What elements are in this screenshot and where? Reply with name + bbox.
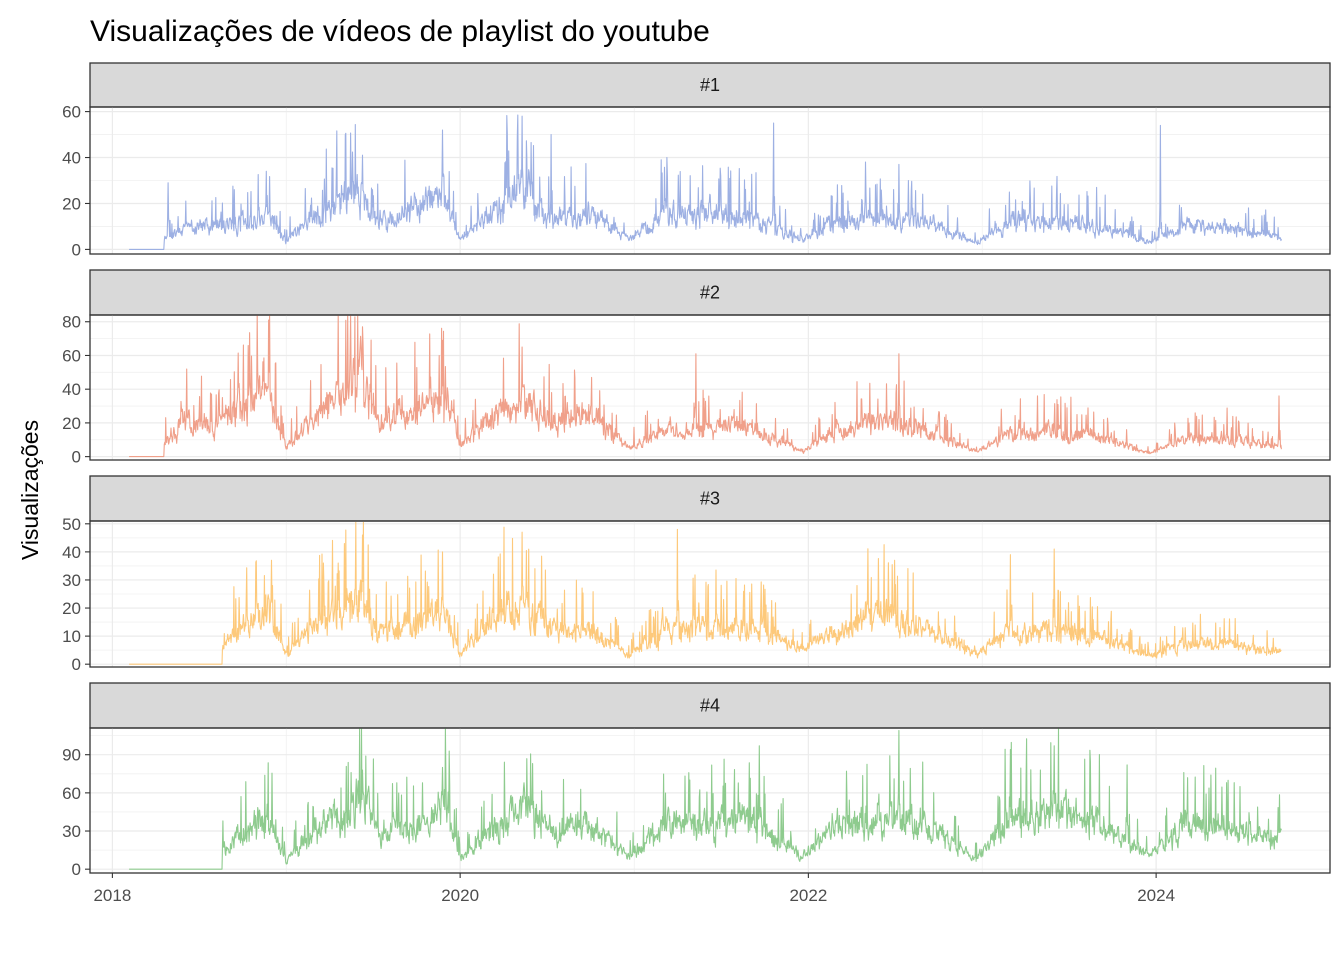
facet-strip-label: #1 [700,75,720,95]
y-tick-label: 60 [62,784,81,803]
x-axis: 2018 2020 2022 2024 [93,873,1175,905]
panels: #1 0 20 40 60 #2 0 20 40 60 80 #3 0 10 20 30 40 50 #4 0 30 60… [62,62,1331,879]
y-tick-label: 60 [62,346,81,365]
series-line [129,728,1282,870]
panel-border [89,520,1331,668]
gridlines [90,521,1331,667]
y-tick-label: 20 [62,599,81,618]
chart-title: Visualizações de vídeos de playlist do y… [90,15,710,48]
y-tick-label: 20 [62,414,81,433]
facet-strip-label: #4 [700,696,720,716]
x-tick-label: 2018 [93,886,131,905]
y-tick-label: 0 [72,240,81,259]
y-tick-label: 30 [62,822,81,841]
facet-strip [89,62,1331,108]
y-axis-label: Visualizações [17,420,43,560]
y-tick-label: 50 [62,515,81,534]
y-tick-label: 10 [62,627,81,646]
facet-panel: #1 0 20 40 60 [62,62,1331,259]
series-line [129,114,1282,250]
y-tick-label: 60 [62,103,81,122]
x-tick-label: 2022 [789,886,827,905]
gridlines [90,315,1331,460]
x-tick-label: 2020 [441,886,479,905]
facet-panel: #4 0 30 60 90 [62,682,1331,879]
series-line [129,521,1282,665]
y-tick-label: 40 [62,380,81,399]
panel-border [89,314,1331,461]
facet-strip [89,475,1331,522]
gridlines [90,107,1331,254]
panel-border [89,106,1331,255]
y-axis: 0 20 40 60 80 [62,313,90,467]
y-tick-label: 90 [62,746,81,765]
y-tick-label: 80 [62,313,81,332]
facet-strip [89,682,1331,729]
series-line [129,315,1282,458]
y-tick-label: 30 [62,571,81,590]
y-tick-label: 40 [62,543,81,562]
y-tick-label: 40 [62,149,81,168]
facet-strip-label: #3 [700,489,720,509]
y-tick-label: 20 [62,194,81,213]
y-axis: 0 20 40 60 [62,103,90,259]
y-axis: 0 10 20 30 40 50 [62,515,90,674]
panel-border [89,727,1331,874]
facet-panel: #2 0 20 40 60 80 [62,269,1331,467]
facet-panel: #3 0 10 20 30 40 50 [62,475,1331,674]
y-tick-label: 0 [72,448,81,467]
y-axis: 0 30 60 90 [62,746,90,879]
facet-strip-label: #2 [700,283,720,303]
y-tick-label: 0 [72,860,81,879]
y-tick-label: 0 [72,655,81,674]
x-tick-label: 2024 [1137,886,1175,905]
